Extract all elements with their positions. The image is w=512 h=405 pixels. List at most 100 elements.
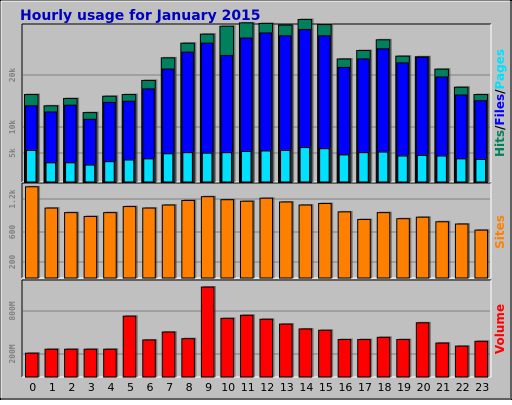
legend-entry: Sites	[493, 215, 507, 249]
pages-bar	[201, 152, 213, 183]
volume-bar	[103, 348, 117, 378]
hour-tick-label: 7	[166, 381, 173, 394]
hour-tick-label: 4	[107, 381, 114, 394]
volume-bar	[376, 336, 391, 378]
hour-tick-label: 20	[417, 381, 431, 394]
pages-bar	[436, 155, 447, 183]
volume-panel: 200M 800M Volume	[8, 279, 507, 378]
hour-tick-label: 6	[147, 381, 154, 394]
pages-bar	[182, 152, 193, 183]
hour-tick-label: 5	[127, 381, 134, 394]
volume-bar	[181, 338, 195, 378]
volume-plot-area	[22, 280, 491, 377]
hour-tick-label: 2	[68, 381, 75, 394]
sites-bar	[376, 212, 391, 279]
volume-ytick-label: 800M	[8, 301, 17, 320]
legend-entry: /	[493, 125, 507, 130]
volume-bar	[357, 339, 371, 378]
volume-bar	[454, 345, 469, 378]
hour-tick-label: 18	[378, 381, 392, 394]
hour-tick-label: 11	[241, 381, 255, 394]
legend-entry: /	[493, 89, 507, 94]
sites-bar	[142, 207, 156, 279]
pages-bar	[104, 161, 115, 183]
volume-bar	[318, 329, 332, 378]
pages-bar	[358, 152, 369, 183]
hour-tick-label: 10	[221, 381, 235, 394]
sites-ytick-label: 600	[8, 225, 17, 240]
volume-bar	[396, 339, 410, 378]
sites-bar	[239, 200, 254, 279]
volume-bar	[298, 328, 313, 378]
volume-bar	[239, 314, 254, 378]
sites-legend: Sites	[493, 215, 507, 249]
usage-plot-area	[22, 24, 491, 182]
legend-entry: Volume	[493, 304, 507, 354]
sites-bar	[415, 216, 430, 279]
sites-ytick-label: 1.2k	[8, 189, 17, 208]
sites-bar	[161, 204, 176, 279]
pages-bar	[416, 154, 428, 183]
usage-legend: Hits/Files/Pages	[493, 49, 507, 157]
hour-tick-label: 8	[186, 381, 193, 394]
legend-entry: Files	[493, 94, 507, 126]
pages-bar	[45, 162, 57, 183]
sites-panel: 200 600 1.2k Sites	[8, 182, 507, 279]
hour-tick-label: 15	[319, 381, 333, 394]
usage-ytick-label: 20k	[8, 68, 17, 83]
hour-tick-label: 13	[280, 381, 294, 394]
pages-bar	[299, 147, 311, 183]
usage-ytick-label: 5k	[8, 148, 17, 158]
sites-bar	[279, 201, 293, 279]
volume-legend: Volume	[493, 304, 507, 354]
pages-bar	[377, 151, 389, 183]
sites-bar	[181, 199, 195, 279]
volume-ytick-label: 200M	[8, 344, 17, 363]
sites-bar	[318, 203, 332, 279]
hour-axis: 0 1 2 3 4 5 6 7 8 9 10 11 12 13 14 15 16 17 18 19 20 21 22 23	[29, 381, 489, 394]
volume-bar	[435, 342, 449, 378]
volume-bar	[200, 286, 215, 378]
pages-bar	[84, 164, 96, 183]
pages-bar	[260, 150, 272, 183]
sites-bar	[474, 229, 489, 279]
legend-entry: Hits	[493, 130, 507, 157]
volume-bar	[161, 331, 176, 378]
hour-tick-label: 16	[338, 381, 352, 394]
usage-ytick-label: 10k	[8, 120, 17, 135]
pages-bar	[475, 158, 487, 183]
hour-tick-label: 0	[29, 381, 36, 394]
hour-tick-label: 14	[299, 381, 313, 394]
hour-tick-label: 9	[205, 381, 212, 394]
sites-ytick-label: 200	[8, 255, 17, 270]
volume-bar	[279, 323, 293, 378]
sites-bar	[454, 223, 469, 279]
hour-tick-label: 21	[436, 381, 450, 394]
hour-tick-label: 3	[88, 381, 95, 394]
pages-bar	[280, 149, 291, 183]
volume-bar	[142, 339, 156, 378]
volume-bar	[415, 322, 430, 378]
hour-tick-label: 19	[397, 381, 411, 394]
sites-bar	[103, 212, 117, 279]
sites-bar	[337, 211, 352, 279]
volume-bar	[64, 348, 78, 378]
pages-bar	[397, 155, 408, 183]
hour-tick-label: 1	[49, 381, 56, 394]
pages-bar	[65, 162, 76, 183]
legend-entry: Pages	[493, 49, 507, 89]
pages-bar	[319, 148, 330, 183]
sites-bar	[122, 206, 137, 279]
sites-bar	[298, 204, 313, 279]
chart-title: Hourly usage for January 2015	[20, 8, 261, 24]
hour-tick-label: 22	[456, 381, 470, 394]
pages-bar	[123, 159, 135, 183]
pages-bar	[162, 153, 174, 183]
sites-bar	[64, 212, 78, 279]
sites-bar	[200, 196, 215, 279]
hour-tick-label: 17	[358, 381, 372, 394]
volume-bar	[337, 339, 352, 378]
